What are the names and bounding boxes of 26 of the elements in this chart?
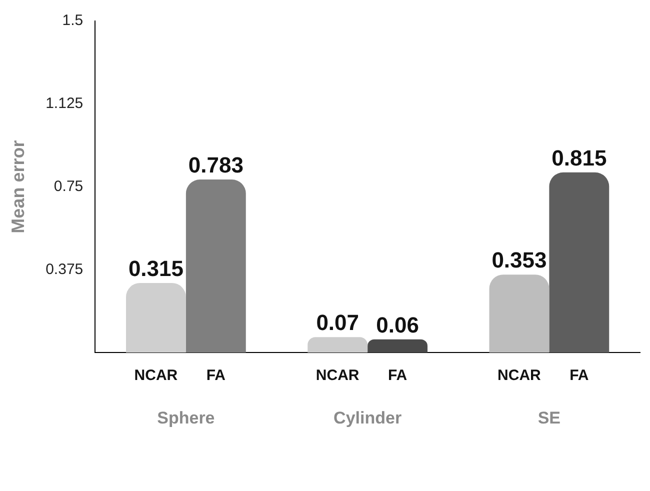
y-tick-label: 1.125 [46, 95, 84, 112]
y-tick-label: 1.5 [62, 12, 84, 30]
bar [308, 337, 368, 353]
bar [368, 339, 428, 353]
bar [549, 172, 610, 353]
bar [186, 180, 246, 353]
bar [489, 274, 550, 353]
data-label: 0.353 [492, 248, 547, 273]
data-label: 0.06 [376, 312, 419, 338]
y-axis-title: Mean error [8, 140, 28, 234]
x-tick-label: Sphere [157, 408, 215, 428]
x-tick-label: Cylinder [334, 408, 402, 428]
text: NCAR [498, 367, 541, 384]
text: NCAR [316, 367, 360, 384]
data-label: 0.315 [128, 256, 184, 282]
y-tick-label: 0.75 [54, 178, 84, 195]
series-label: FA [206, 367, 226, 384]
bar [126, 282, 186, 353]
data-label: 0.815 [552, 145, 607, 170]
text: FA [570, 367, 589, 384]
text: FA [388, 367, 408, 384]
data-label: 0.07 [316, 310, 360, 336]
series-label: NCAR [134, 367, 178, 384]
data-label: 0.783 [188, 152, 244, 178]
y-tick-label: 0.375 [46, 260, 84, 278]
x-tick-label: SE [538, 408, 561, 428]
